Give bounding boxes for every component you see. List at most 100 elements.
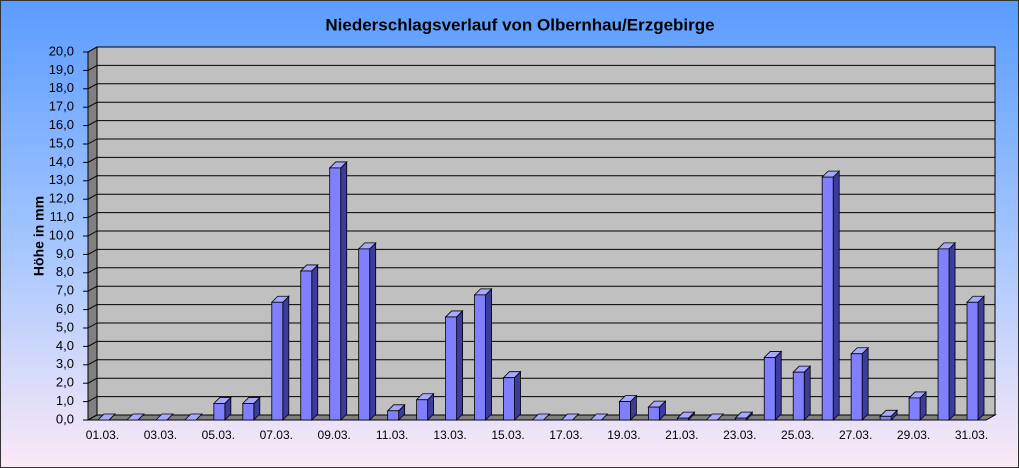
- y-axis-title: Höhe in mm: [31, 196, 47, 276]
- x-tick-label: 07.03.: [260, 428, 293, 442]
- bar: [213, 403, 226, 421]
- y-tick-label: 2,0: [56, 375, 74, 390]
- bar-top: [560, 413, 580, 421]
- bar: [821, 176, 834, 421]
- grid-line-side: [87, 304, 98, 311]
- bar: [445, 316, 457, 421]
- x-tick-label: 21.03.: [665, 428, 698, 442]
- grid-line-side: [87, 175, 98, 182]
- grid-line-side: [87, 83, 98, 90]
- chart-title: Niederschlagsverlauf von Olbernhau/Erzge…: [325, 15, 714, 34]
- grid-line-side: [87, 377, 98, 384]
- x-tick-label: 13.03.: [433, 428, 466, 442]
- y-tick-label: 5,0: [56, 319, 74, 334]
- y-tick-label: 14,0: [49, 154, 74, 169]
- bar-top: [705, 413, 725, 421]
- x-tick-label: 25.03.: [781, 428, 814, 442]
- x-tick-label: 27.03.: [839, 428, 872, 442]
- y-tick-label: 11,0: [50, 209, 74, 224]
- y-tick-label: 9,0: [56, 246, 74, 261]
- x-tick-label: 05.03.: [202, 428, 235, 442]
- grid-line-side: [87, 267, 98, 274]
- grid-line-side: [87, 248, 98, 255]
- bar-side: [282, 295, 290, 421]
- x-tick-label: 17.03.: [549, 428, 582, 442]
- bar: [647, 406, 660, 421]
- grid-line-side: [87, 340, 98, 347]
- bar-side: [861, 346, 869, 421]
- bar-side: [774, 350, 782, 421]
- bar-top: [183, 413, 203, 421]
- bar-side: [948, 241, 956, 421]
- grid-line-side: [87, 46, 98, 53]
- y-tick-label: 20,0: [49, 43, 74, 58]
- y-tick-label: 0,0: [56, 411, 74, 426]
- y-tick-label: 3,0: [56, 356, 74, 371]
- y-tick-label: 12,0: [49, 191, 74, 206]
- x-tick-label: 11.03.: [376, 428, 408, 442]
- y-tick-label: 18,0: [49, 80, 74, 95]
- x-tick-label: 19.03.: [607, 428, 640, 442]
- grid-line-side: [87, 138, 98, 145]
- bar-side: [514, 370, 521, 421]
- y-tick-label: 16,0: [49, 117, 74, 132]
- bar: [474, 294, 486, 421]
- bar: [242, 403, 255, 421]
- bar: [937, 248, 950, 421]
- y-tick-label: 1,0: [56, 393, 74, 408]
- bar-top: [531, 413, 551, 421]
- bar-side: [832, 170, 840, 421]
- grid-line-side: [87, 193, 98, 200]
- bar: [387, 410, 400, 421]
- bar: [734, 417, 747, 421]
- bar: [879, 415, 892, 421]
- bar: [850, 353, 863, 421]
- y-tick-label: 4,0: [56, 338, 74, 353]
- bar: [329, 167, 342, 421]
- y-tick-label: 8,0: [56, 264, 74, 279]
- y-tick-label: 15,0: [49, 135, 74, 150]
- x-tick-label: 29.03.: [897, 428, 930, 442]
- bar-side: [803, 365, 811, 421]
- grid-line-side: [87, 230, 98, 237]
- bar: [676, 417, 689, 421]
- y-tick-label: 13,0: [49, 172, 74, 187]
- bar-side: [340, 160, 348, 421]
- x-tick-label: 03.03.: [144, 428, 177, 442]
- y-tick-label: 17,0: [49, 99, 74, 114]
- grid-line-side: [87, 359, 98, 366]
- bar-side: [456, 309, 463, 421]
- x-tick-label: 09.03.: [318, 428, 351, 442]
- grid-line-side: [87, 64, 98, 71]
- bar: [271, 301, 284, 421]
- bar-top: [97, 413, 116, 421]
- x-tick-label: 31.03.: [955, 428, 988, 442]
- bar-side: [311, 263, 319, 421]
- grid-line-side: [87, 322, 98, 329]
- bar: [619, 401, 631, 421]
- bar: [358, 248, 371, 421]
- x-tick-label: 01.03.: [86, 428, 119, 442]
- bar-side: [369, 241, 377, 421]
- bar: [503, 377, 515, 421]
- x-tick-label: 15.03.: [491, 428, 524, 442]
- bar: [908, 397, 921, 421]
- grid-line-side: [87, 414, 98, 421]
- grid-line-side: [87, 120, 98, 127]
- bar-top: [125, 413, 145, 421]
- bar: [416, 399, 429, 421]
- bar-side: [977, 295, 985, 421]
- bar: [966, 301, 979, 421]
- bar: [792, 371, 805, 421]
- y-tick-label: 6,0: [56, 301, 74, 316]
- bar-side: [485, 287, 492, 421]
- grid-line-side: [87, 396, 98, 403]
- bar-top: [154, 413, 174, 421]
- y-tick-label: 19,0: [49, 62, 74, 77]
- grid-line-side: [87, 212, 98, 219]
- grid-line-side: [87, 101, 98, 108]
- y-tick-label: 10,0: [49, 227, 74, 242]
- y-tick-label: 7,0: [56, 283, 74, 298]
